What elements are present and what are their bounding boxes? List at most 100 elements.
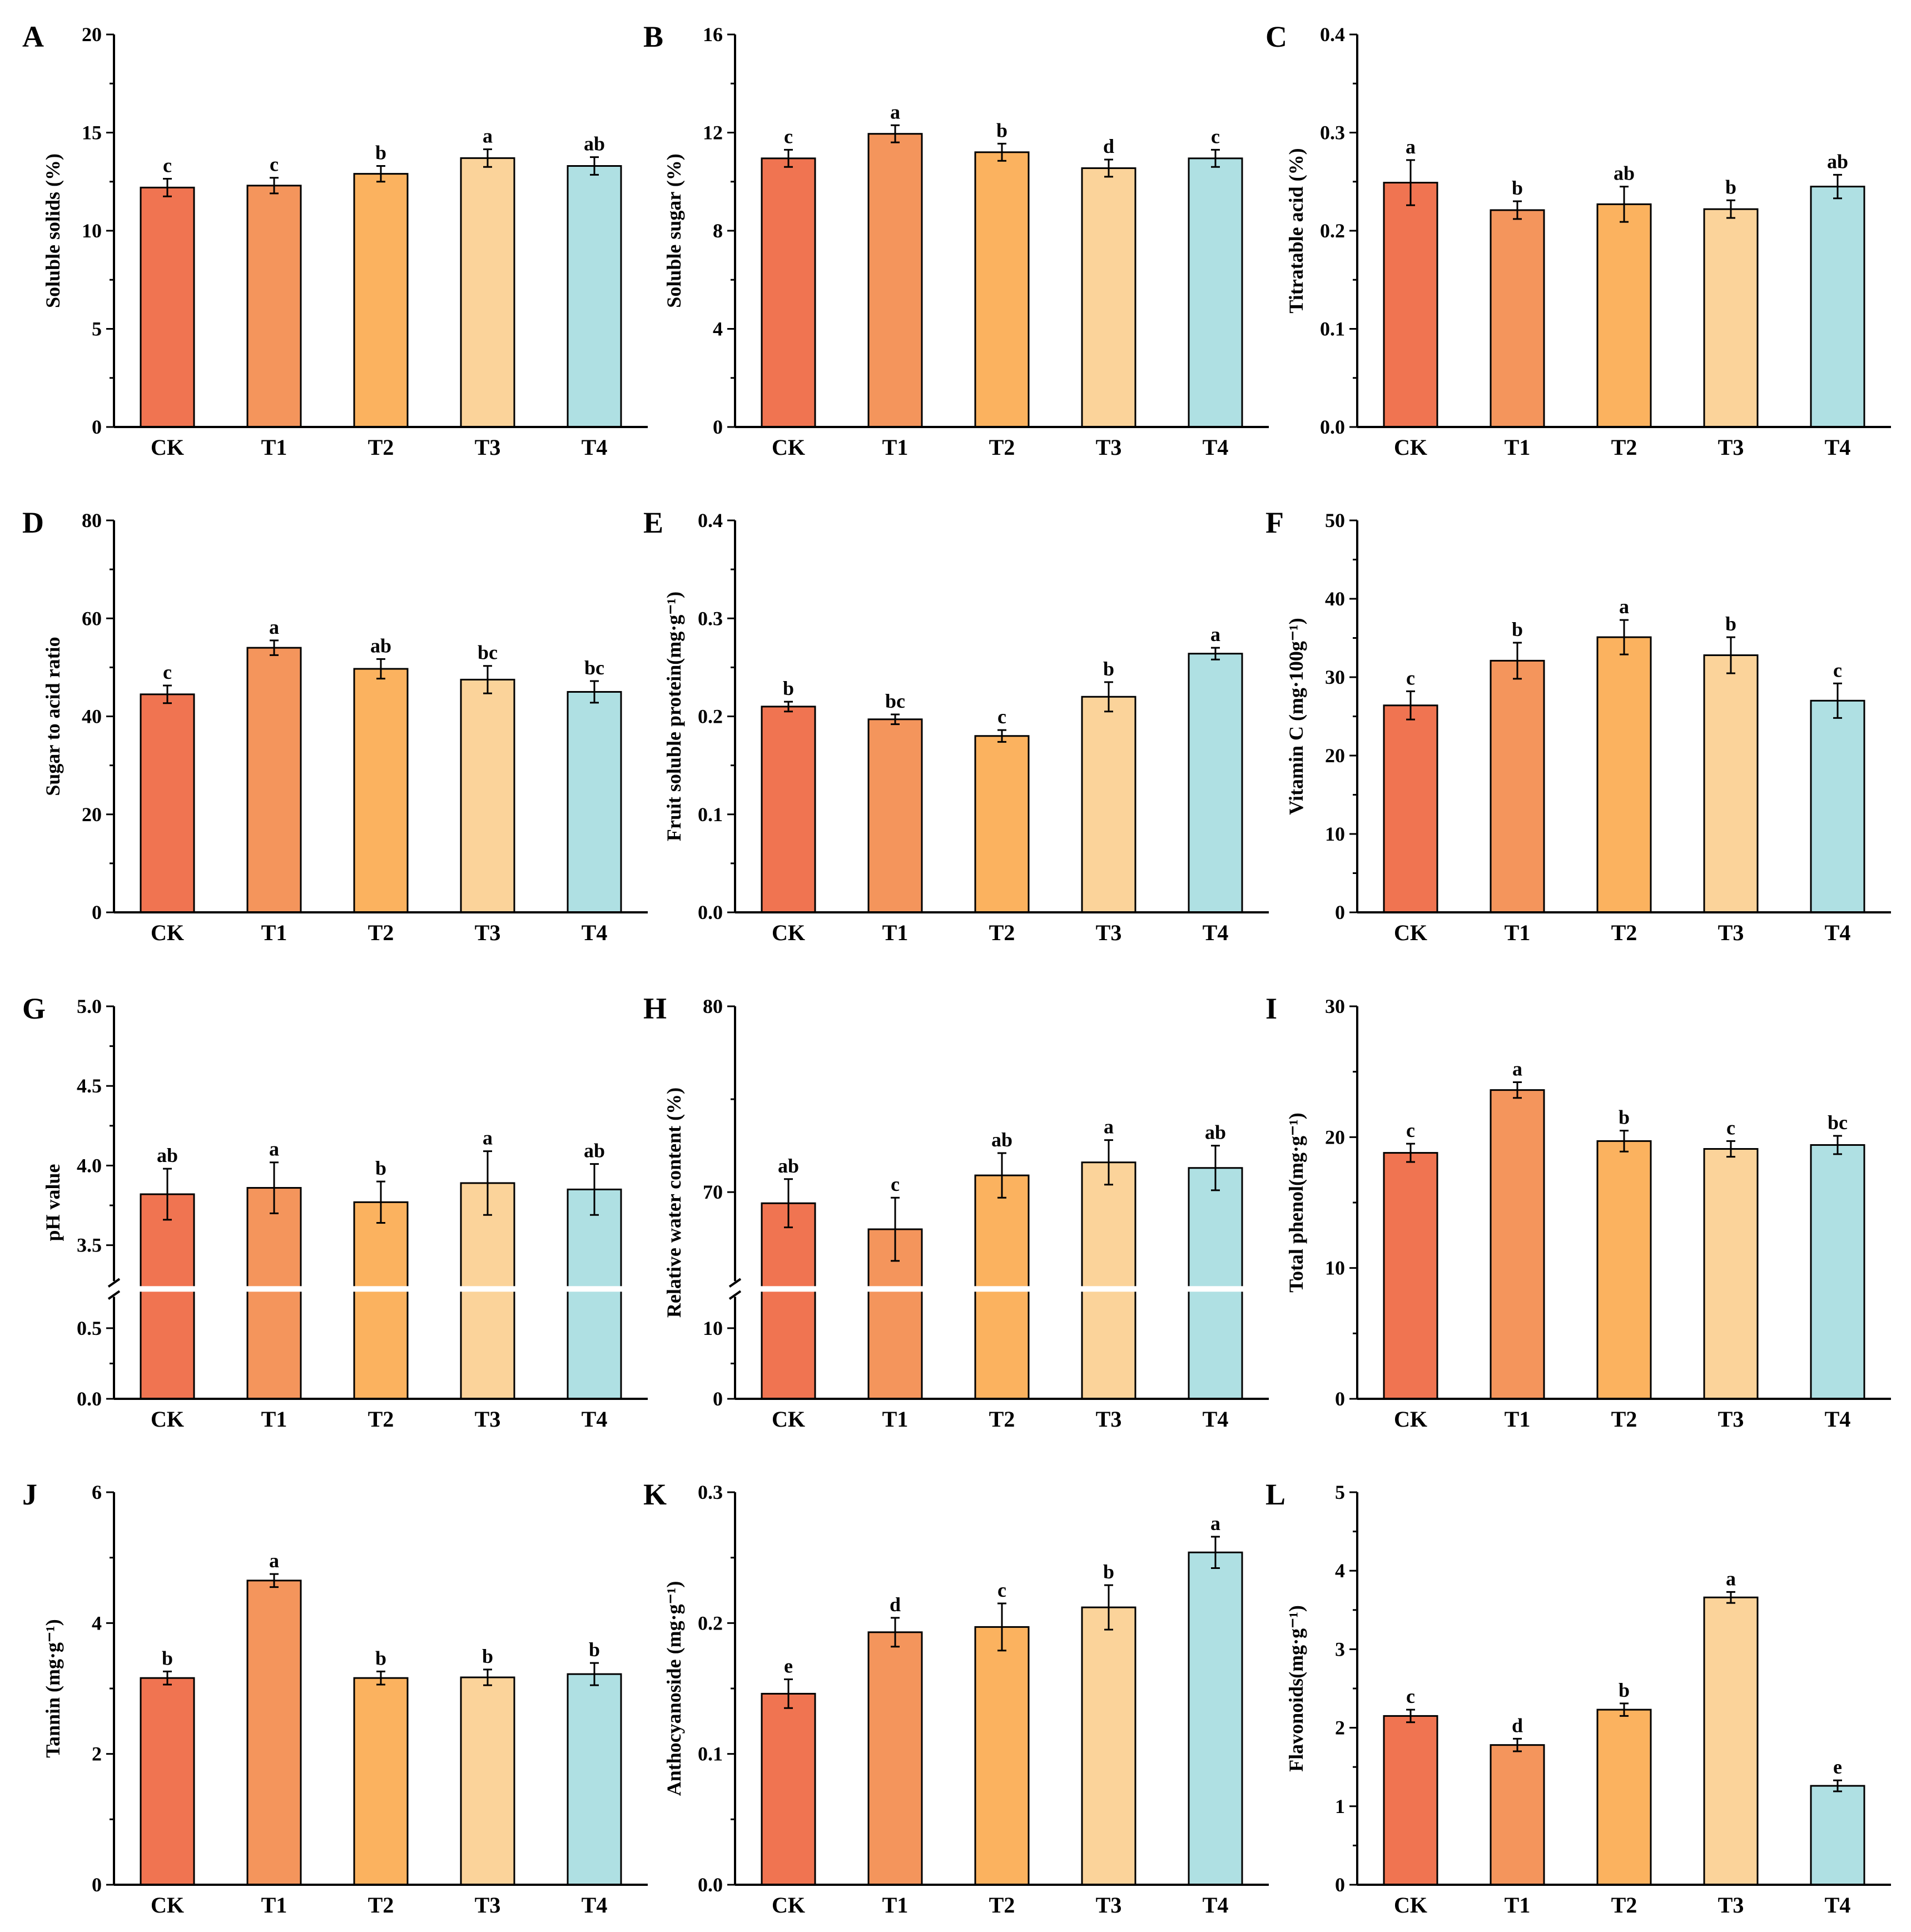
- bar-t1: [1490, 209, 1545, 428]
- y-tick-label: 0.4: [698, 509, 723, 532]
- error-bar: [376, 658, 385, 680]
- y-tick-label: 0.2: [698, 1612, 723, 1634]
- significance-letter: c: [1406, 667, 1415, 689]
- panel-b: Bc CK a T1 b T2 d T3 c T4 0 4 8 12 16 Soluble sugar (%): [643, 20, 1269, 460]
- y-tick-label: 0: [1335, 1874, 1345, 1896]
- bar-t4: [567, 691, 622, 913]
- x-tick-label: T4: [1825, 1407, 1851, 1432]
- significance-letter: b: [1619, 1679, 1630, 1701]
- bar-ck: [1383, 1152, 1438, 1400]
- error-bar: [1513, 642, 1522, 680]
- x-tick-label: T3: [1096, 1407, 1122, 1432]
- y-tick-label: 10: [82, 220, 102, 242]
- error-bar: [891, 1617, 900, 1648]
- significance-letter: b: [1725, 176, 1736, 198]
- panel-j: Jb CK a T1 b T2 b T3 b T4 0 2 4 6 Tannin (mg·g⁻¹): [22, 1478, 648, 1918]
- panel-letter: K: [643, 1478, 667, 1511]
- y-tick-label: 0: [92, 416, 102, 438]
- error-bar: [270, 1161, 279, 1214]
- significance-letter: ab: [157, 1144, 178, 1166]
- bar-t1: [867, 133, 923, 428]
- y-tick-label: 20: [1325, 1126, 1345, 1148]
- significance-letter: a: [1726, 1567, 1736, 1590]
- error-bar: [784, 148, 793, 168]
- significance-letter: ab: [778, 1155, 799, 1177]
- x-tick-label: T2: [989, 920, 1015, 945]
- x-tick-label: CK: [772, 1893, 805, 1918]
- panel-letter: I: [1265, 992, 1277, 1025]
- bar-ck: [140, 1677, 195, 1886]
- significance-letter: b: [1512, 618, 1523, 640]
- error-bar: [1726, 1591, 1735, 1604]
- y-tick-label: 5: [92, 318, 102, 340]
- panel-f: Fc CK b T1 a T2 b T3 c T4 0 10 20 30 40 50 Vitamin C (mg…: [1265, 506, 1891, 945]
- bar-t3: [1703, 1148, 1759, 1400]
- error-bar: [376, 165, 385, 183]
- significance-letter: a: [1104, 1116, 1114, 1138]
- error-bar: [1104, 681, 1113, 713]
- y-tick-label: 0.3: [698, 1481, 723, 1503]
- y-tick-label: 30: [1325, 666, 1345, 688]
- y-tick-label: 8: [713, 220, 723, 242]
- error-bar: [1833, 1779, 1842, 1792]
- y-tick-label: 60: [82, 607, 102, 629]
- x-tick-label: CK: [151, 435, 184, 460]
- error-bar: [163, 177, 172, 197]
- y-tick-label: 20: [1325, 744, 1345, 767]
- x-tick-label: T3: [1096, 435, 1122, 460]
- y-tick-label: 0.1: [1320, 318, 1345, 340]
- error-bar: [1513, 200, 1522, 220]
- y-tick-label: 20: [82, 23, 102, 46]
- significance-letter: b: [375, 1647, 386, 1669]
- bar-t3: [1081, 696, 1136, 913]
- axis-break-band: [736, 1286, 1268, 1292]
- significance-letter: b: [482, 1645, 493, 1667]
- error-bar: [997, 1602, 1006, 1652]
- error-bar: [590, 156, 599, 176]
- x-tick-label: CK: [772, 920, 805, 945]
- bar-t4: [1188, 157, 1243, 428]
- bar-t4: [1810, 1785, 1865, 1886]
- significance-letter: d: [1103, 135, 1114, 157]
- error-bar: [270, 1573, 279, 1588]
- y-tick-label: 0.5: [77, 1317, 102, 1339]
- y-tick-label: 40: [82, 706, 102, 728]
- significance-letter: c: [270, 153, 279, 176]
- error-bar: [590, 680, 599, 704]
- y-tick-label: 0.2: [698, 706, 723, 728]
- y-tick-label: 1: [1335, 1795, 1345, 1817]
- y-tick-label: 4: [713, 318, 723, 340]
- significance-letter: d: [890, 1593, 901, 1616]
- error-bar: [483, 1150, 492, 1216]
- x-tick-label: T4: [1203, 920, 1229, 945]
- y-tick-label: 20: [82, 803, 102, 826]
- panel-letter: J: [22, 1478, 37, 1511]
- x-tick-label: T4: [582, 1407, 608, 1432]
- error-bar: [1211, 148, 1220, 168]
- significance-letter: e: [1833, 1756, 1842, 1778]
- bar-ck: [1383, 704, 1438, 913]
- panel-letter: B: [643, 20, 663, 53]
- error-bar: [1406, 1708, 1415, 1724]
- bar-ck: [140, 1193, 195, 1400]
- y-tick-label: 2: [1335, 1717, 1345, 1739]
- x-tick-label: T2: [368, 1407, 394, 1432]
- significance-letter: c: [784, 125, 793, 147]
- bar-t4: [567, 1673, 622, 1886]
- bar-t4: [1810, 186, 1865, 428]
- x-tick-label: T3: [1718, 920, 1744, 945]
- bar-t1: [1490, 659, 1545, 913]
- y-axis-title: Tannin (mg·g⁻¹): [42, 1619, 64, 1758]
- x-tick-label: T2: [989, 1893, 1015, 1918]
- y-tick-label: 3: [1335, 1638, 1345, 1660]
- x-tick-label: T1: [261, 920, 287, 945]
- error-bar: [163, 1168, 172, 1221]
- y-tick-label: 6: [92, 1481, 102, 1503]
- significance-letter: a: [483, 1127, 493, 1149]
- y-tick-label: 80: [82, 509, 102, 532]
- x-tick-label: CK: [1394, 1407, 1427, 1432]
- x-tick-label: T2: [1611, 1407, 1637, 1432]
- error-bar: [163, 1670, 172, 1686]
- bar-t3: [1081, 1606, 1136, 1886]
